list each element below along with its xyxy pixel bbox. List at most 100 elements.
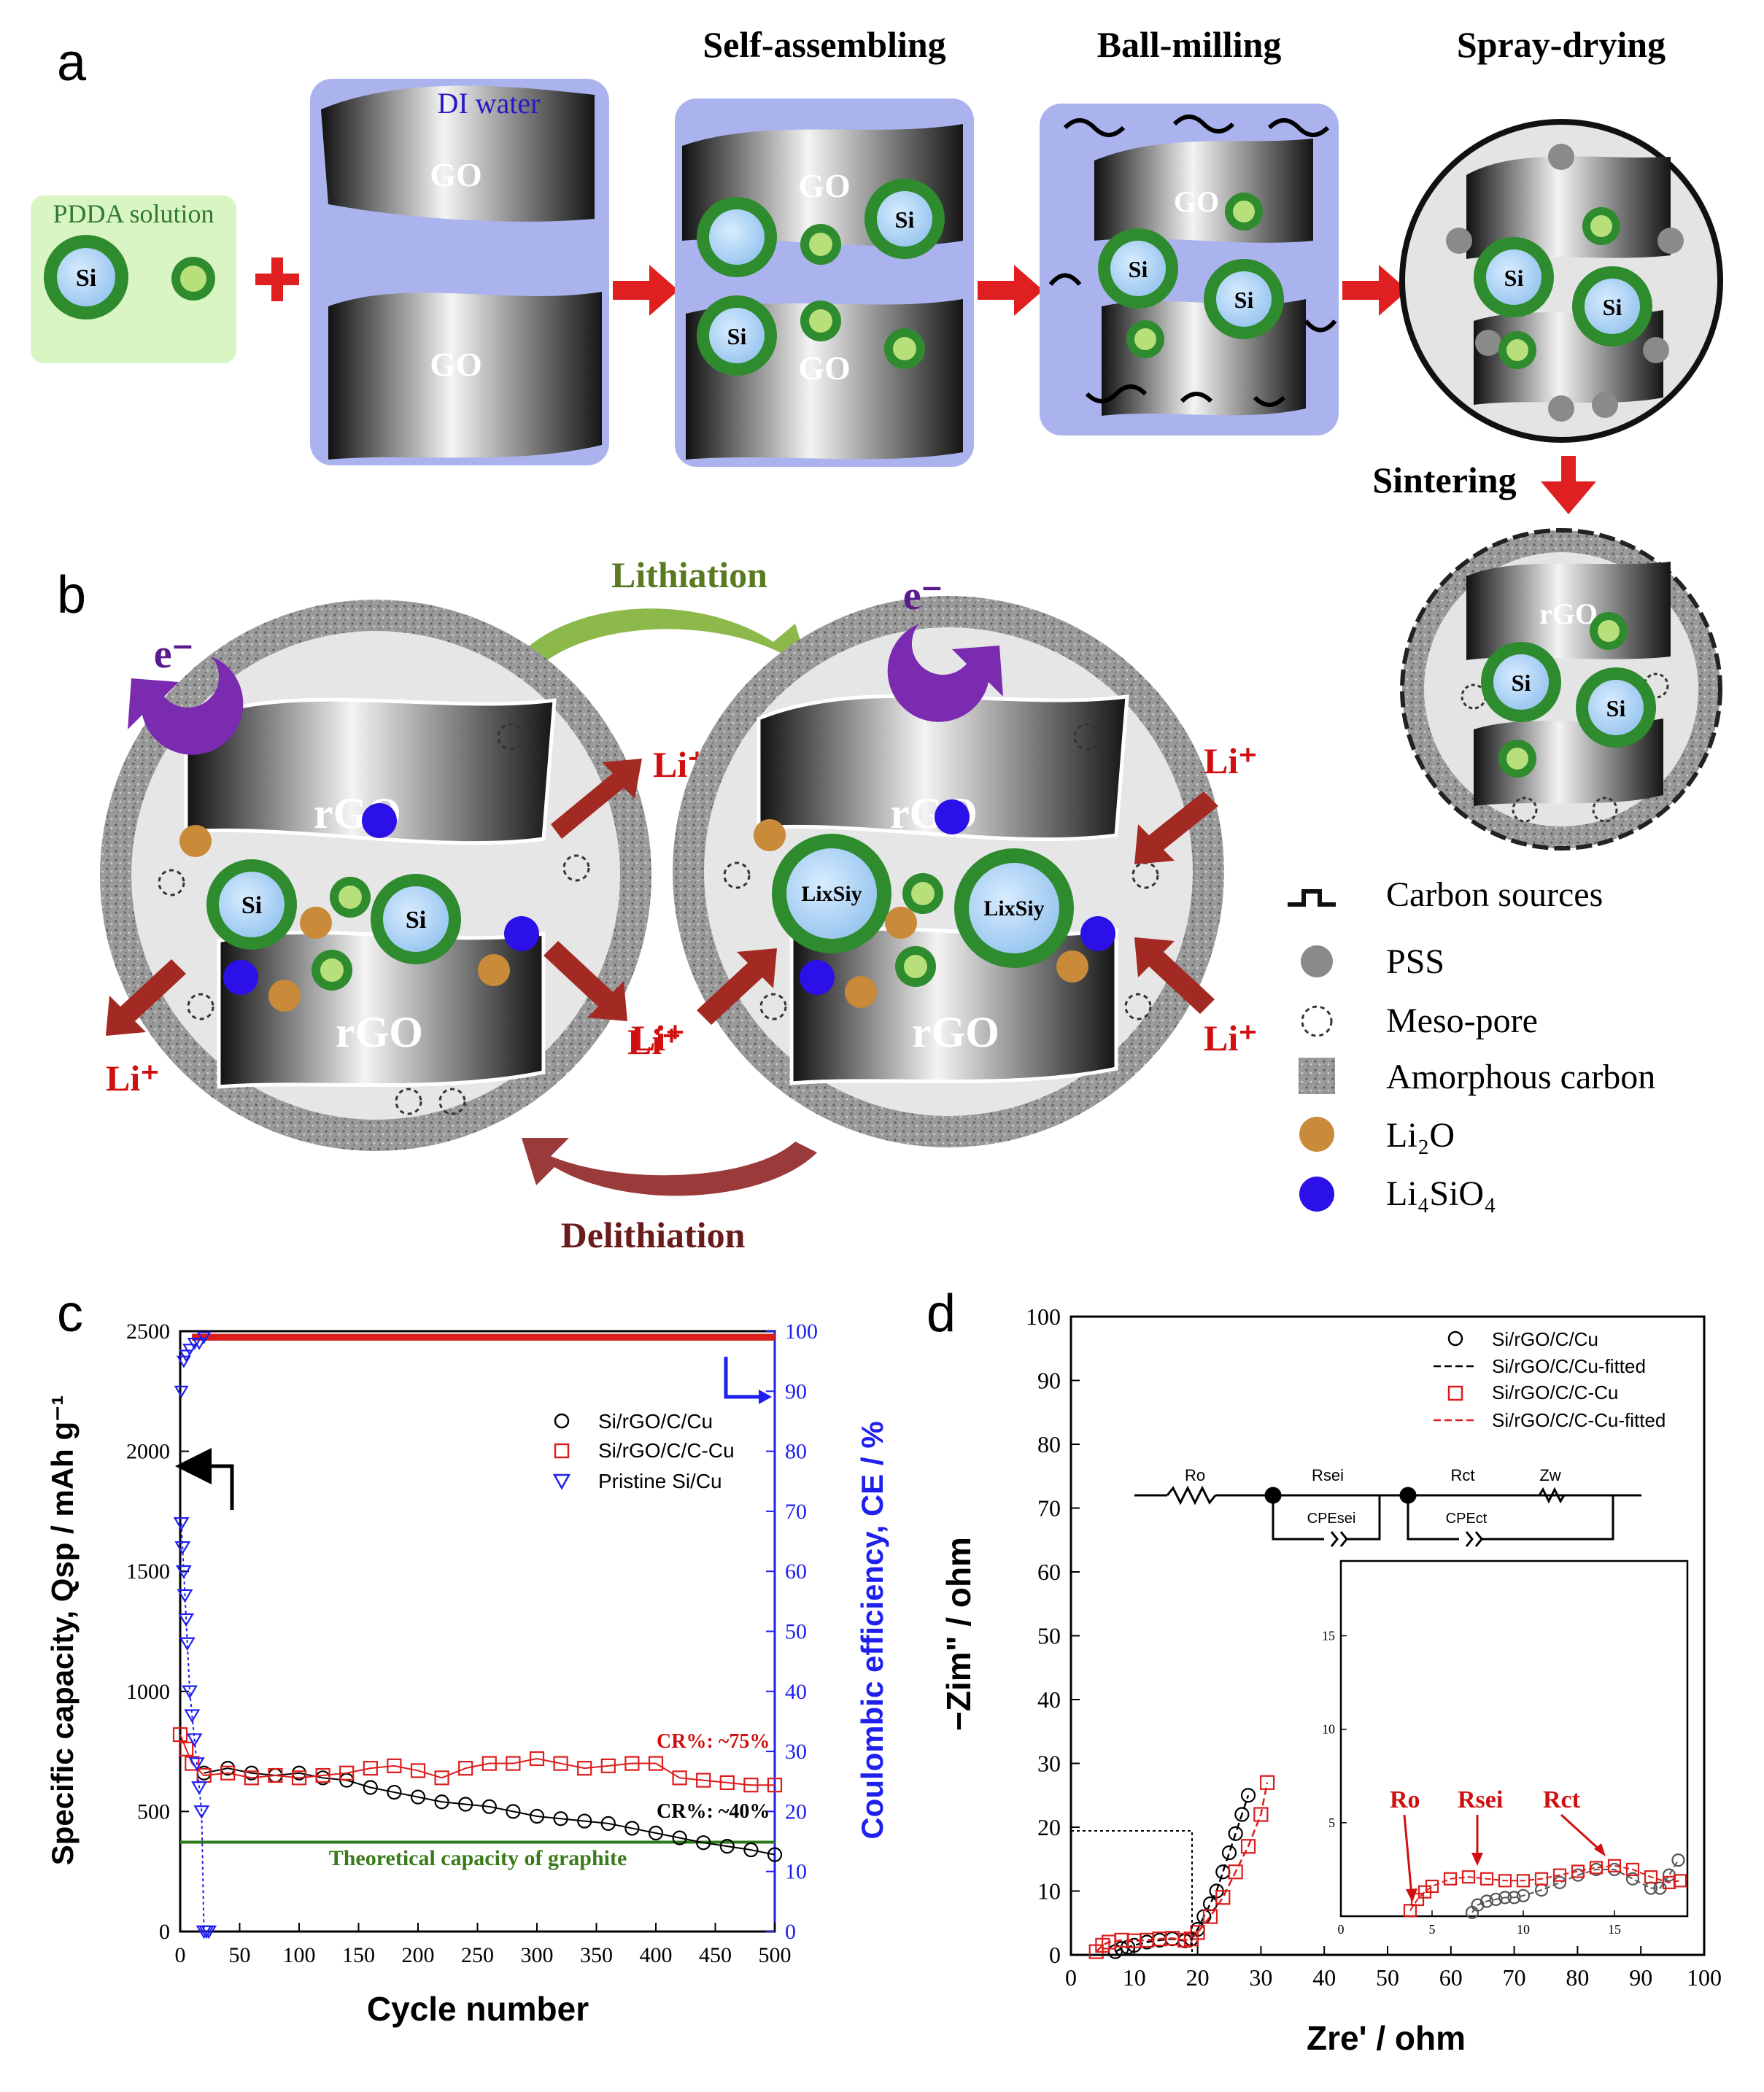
- squiggle-icon: [1288, 889, 1336, 907]
- li-in-arrow-icon-1: [1134, 791, 1218, 864]
- si-label-left-2: Si: [406, 907, 426, 934]
- electron-label-left: e⁻: [154, 632, 193, 677]
- data-point-c-0-10: [434, 1794, 449, 1810]
- y-tick-label-right-c-1: 10: [785, 1860, 807, 1884]
- data-point-c-0-23: [743, 1842, 759, 1858]
- y-tick-label-d-1: 10: [1037, 1878, 1061, 1905]
- si-label-bm: Si: [1129, 256, 1148, 282]
- panel-label-d: d: [927, 1285, 956, 1343]
- rgo-label-right-bottom: rGO: [912, 1008, 999, 1056]
- x-tick-label-c-6: 300: [521, 1943, 554, 1967]
- data-point-c-1-7: [291, 1770, 307, 1786]
- inset-arrow-ro-head-icon: [1406, 1888, 1417, 1902]
- x-tick-label-c-0: 0: [175, 1943, 186, 1967]
- inset-point-1-15: [1644, 1870, 1658, 1884]
- inset-point-1-0: [1403, 1904, 1417, 1918]
- data-point-c-0-8: [387, 1784, 402, 1800]
- inset-x-tick-label-3: 15: [1608, 1922, 1621, 1937]
- ce-point-c-2-0: [174, 1385, 189, 1398]
- y-tick-label-right-c-2: 20: [785, 1799, 807, 1824]
- circuit-label-rct: Rct: [1451, 1466, 1475, 1484]
- data-point-c-1-21: [624, 1756, 640, 1771]
- data-point-c-1-9: [339, 1765, 355, 1781]
- inset-label-rsei: Rsei: [1458, 1786, 1503, 1813]
- data-point-d-1-11: [1202, 1909, 1218, 1924]
- pdda-solution-box: PDDA solution Si: [31, 195, 236, 363]
- inset-point-1-12: [1589, 1861, 1604, 1875]
- data-point-c-1-5: [244, 1770, 259, 1786]
- inset-label-ro: Ro: [1390, 1786, 1420, 1813]
- data-point-c-1-19: [577, 1761, 592, 1776]
- data-point-c-1-16: [506, 1756, 521, 1771]
- data-point-c-0-22: [719, 1839, 735, 1854]
- arrow-right-icon-3: [1342, 265, 1408, 316]
- electron-arrow-icon-left: [128, 656, 244, 755]
- series-line-c-1: [179, 1734, 775, 1786]
- legend-c: Si/rGO/C/Cu Si/rGO/C/C-Cu Pristine Si/Cu: [552, 1410, 735, 1492]
- zoom-region-box: [1070, 1830, 1193, 1956]
- x-tick-label-c-1: 50: [229, 1943, 251, 1967]
- data-point-c-2-2: [175, 1565, 192, 1579]
- step-title-self-assembling: Self-assembling: [703, 24, 945, 65]
- y-tick-label-c-1: 500: [137, 1799, 170, 1824]
- y-tick-label-d-2: 20: [1037, 1814, 1061, 1840]
- x-tick-label-c-7: 350: [580, 1943, 613, 1967]
- li-ion-label-3: Li⁺: [106, 1058, 160, 1099]
- inset-x-tick-label-2: 10: [1517, 1922, 1530, 1937]
- legend-marker-d-2: [1447, 1385, 1463, 1401]
- inset-label-rct: Rct: [1543, 1786, 1581, 1813]
- blue-dot-icon: [1299, 1177, 1334, 1212]
- y-axis-label-c: Specific capacity, Qsp / mAh g⁻¹: [45, 1395, 80, 1866]
- legend-label-carbon-sources: Carbon sources: [1386, 875, 1603, 914]
- inset-point-1-17: [1673, 1874, 1687, 1888]
- inset-point-1-8: [1516, 1874, 1531, 1888]
- pdda-label: PDDA solution: [53, 199, 214, 228]
- lithiation-label: Lithiation: [611, 554, 767, 595]
- y-ticks-c: 0 500 1000 1500 2000 2500: [126, 1320, 189, 1944]
- legend-marker-c-1: [554, 1443, 570, 1459]
- data-point-c-0-7: [363, 1780, 378, 1795]
- annotation-theoretical: Theoretical capacity of graphite: [329, 1846, 627, 1870]
- self-assembling-box: GO GO Si Si: [675, 98, 974, 467]
- data-point-c-0-17: [600, 1816, 616, 1831]
- data-point-c-2-6: [182, 1685, 198, 1700]
- data-point-c-0-19: [648, 1825, 664, 1841]
- y-tick-label-d-7: 70: [1037, 1495, 1061, 1522]
- data-point-c-2-0: [173, 1517, 190, 1531]
- legend-label-d-3: Si/rGO/C/C-Cu-fitted: [1492, 1409, 1666, 1431]
- inset-point-0-1: [1471, 1898, 1485, 1912]
- y-tick-label-c-0: 0: [159, 1920, 170, 1944]
- panel-c: c 0 50 100 150 200 250 300 350 400 450 500 0500100…: [45, 1285, 889, 2028]
- go-label: GO: [798, 167, 851, 204]
- x-axis-label-d: Zre' / ohm: [1307, 2019, 1466, 2057]
- panel-label-b: b: [57, 566, 86, 624]
- inset-point-1-13: [1607, 1859, 1622, 1872]
- y-tick-label-d-10: 100: [1026, 1303, 1061, 1330]
- data-point-d-0-14: [1221, 1845, 1237, 1861]
- data-point-c-2-10: [191, 1781, 208, 1795]
- go-label-bm: GO: [1174, 185, 1219, 218]
- data-point-d-1-13: [1228, 1864, 1243, 1880]
- inset-arrow-rct-head-icon: [1594, 1843, 1606, 1856]
- y-tick-label-right-c-9: 90: [785, 1379, 807, 1403]
- legend-label-d-1: Si/rGO/C/Cu-fitted: [1492, 1355, 1646, 1377]
- si-label-sd: Si: [1504, 265, 1524, 291]
- data-point-c-2-4: [178, 1613, 195, 1627]
- panel-label-a: a: [57, 34, 87, 92]
- circuit-label-cpesei: CPEsei: [1307, 1511, 1356, 1527]
- inset-point-1-9: [1534, 1872, 1549, 1886]
- x-ticks-d: 0 10 20 30 40 50 60 70 80 90 100: [1065, 1946, 1722, 1991]
- y-tick-label-right-c-10: 100: [785, 1320, 818, 1344]
- data-point-d-1-15: [1253, 1807, 1269, 1822]
- data-point-d-0-17: [1240, 1788, 1256, 1803]
- x-tick-label-c-8: 400: [640, 1943, 673, 1967]
- data-marks-c: [172, 1331, 783, 1940]
- si-label-left: Si: [241, 892, 262, 919]
- x-axis-label-c: Cycle number: [367, 1990, 589, 2028]
- li-ion-label-4: Li⁺: [1204, 740, 1258, 781]
- data-point-c-1-15: [481, 1756, 497, 1771]
- series-line-c-0: [204, 1767, 775, 1856]
- go-label-bottom: GO: [430, 346, 482, 383]
- data-point-c-1-12: [410, 1763, 426, 1778]
- data-point-c-1-10: [363, 1761, 378, 1776]
